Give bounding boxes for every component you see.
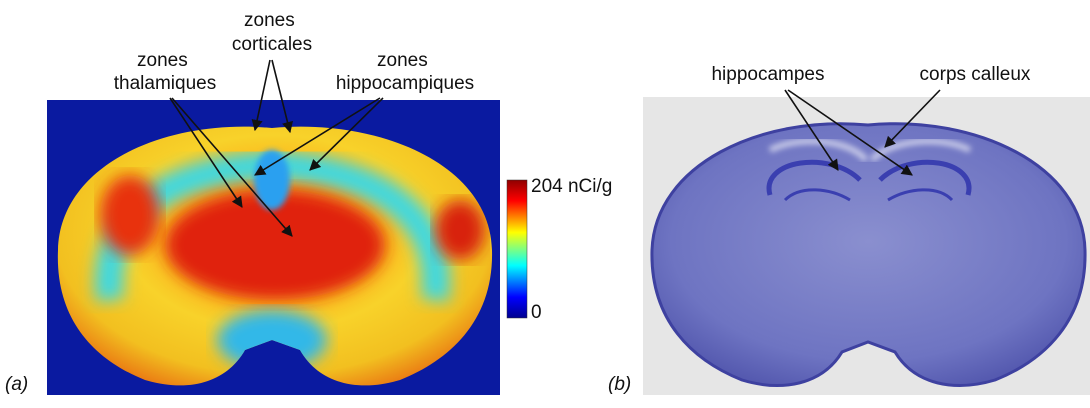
colorbar-max-label: 204 nCi/g [531,176,612,197]
annotation-line: zones [377,50,428,71]
arrows [169,59,384,237]
arrows [784,89,941,176]
histology-section [650,122,1087,387]
annotation: zones corticales [232,10,312,55]
colorbar [506,179,528,319]
annotation-line: thalamiques [114,73,216,94]
annotation: corps calleux [920,64,1031,85]
annotation: zones thalamiques [114,50,216,94]
annotation-line: zones [137,50,188,71]
annotation-line: hippocampiques [336,73,474,94]
annotation-line: zones [244,10,295,31]
colorbar-min-label: 0 [531,302,542,323]
panel-tag: (b) [608,374,631,395]
annotation-line: corticales [232,34,312,55]
panel-tag: (a) [5,374,28,395]
annotation: zones hippocampiques [336,50,474,94]
annotation: hippocampes [711,64,824,85]
